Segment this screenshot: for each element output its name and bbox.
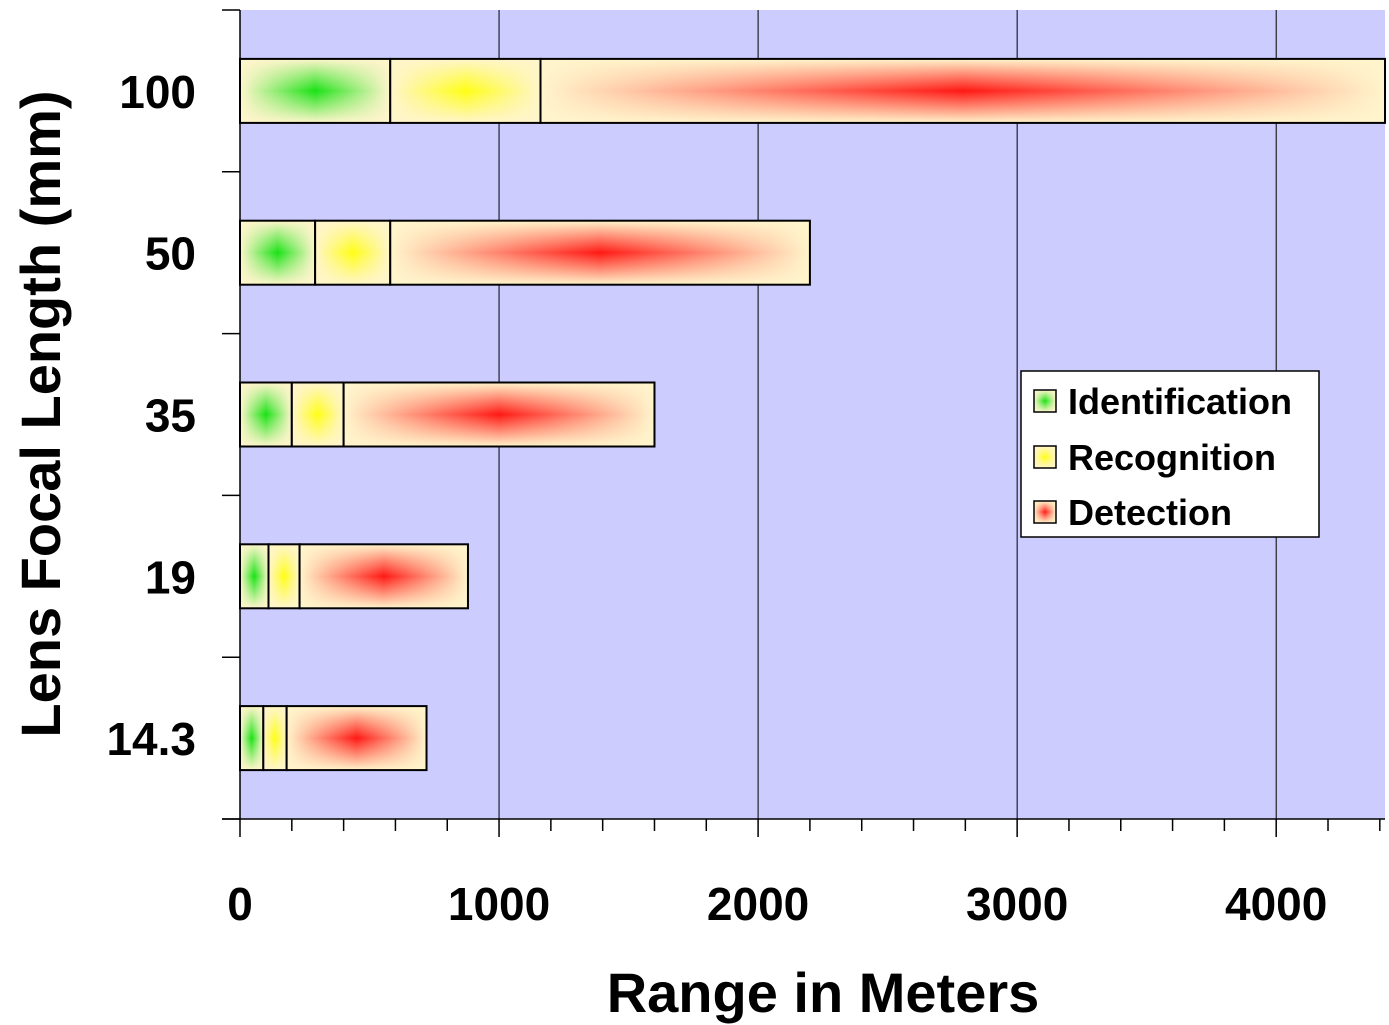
bar-recognition-100 — [389, 57, 542, 124]
bar-recognition-14.3 — [262, 705, 288, 772]
bar-identification-19 — [239, 543, 270, 610]
bar-identification-14.3 — [239, 705, 265, 772]
y-tick-label: 100 — [119, 66, 196, 118]
bar-identification-35 — [239, 381, 293, 448]
bar-identification-100 — [239, 57, 392, 124]
legend-label-detection: Detection — [1068, 492, 1232, 533]
bar-recognition-50 — [314, 219, 392, 286]
y-tick-label: 19 — [145, 551, 196, 603]
x-tick-label: 1000 — [448, 878, 550, 930]
legend-label-identification: Identification — [1068, 381, 1292, 422]
x-tick-labels: 0 1000 2000 3000 4000 — [227, 878, 1327, 930]
legend-swatch-detection — [1033, 500, 1057, 524]
x-tick-label: 3000 — [966, 878, 1068, 930]
legend-swatch-identification — [1033, 389, 1057, 413]
x-tick-label: 2000 — [707, 878, 809, 930]
bar-recognition-35 — [290, 381, 345, 448]
legend: Identification Recognition Detection — [1020, 370, 1320, 538]
bar-detection-35 — [342, 381, 656, 448]
y-tick-labels: 100 50 35 19 14.3 — [106, 66, 196, 765]
bar-detection-50 — [389, 219, 811, 286]
bar-detection-14.3 — [285, 705, 428, 772]
bar-recognition-19 — [267, 543, 301, 610]
y-axis-title: Lens Focal Length (mm) — [9, 90, 72, 737]
axes — [222, 9, 1385, 837]
legend-label-recognition: Recognition — [1068, 437, 1276, 478]
bars — [239, 57, 1386, 772]
legend-box — [1020, 370, 1320, 538]
x-axis-title: Range in Meters — [607, 961, 1040, 1024]
bar-detection-19 — [298, 543, 469, 610]
x-tick-label: 4000 — [1225, 878, 1327, 930]
y-tick-label: 50 — [145, 228, 196, 280]
bar-identification-50 — [239, 219, 317, 286]
legend-swatch-recognition — [1033, 445, 1057, 469]
bar-detection-100 — [539, 57, 1386, 124]
x-tick-label: 0 — [227, 878, 253, 930]
y-tick-label: 14.3 — [106, 713, 196, 765]
y-tick-label: 35 — [145, 390, 196, 442]
